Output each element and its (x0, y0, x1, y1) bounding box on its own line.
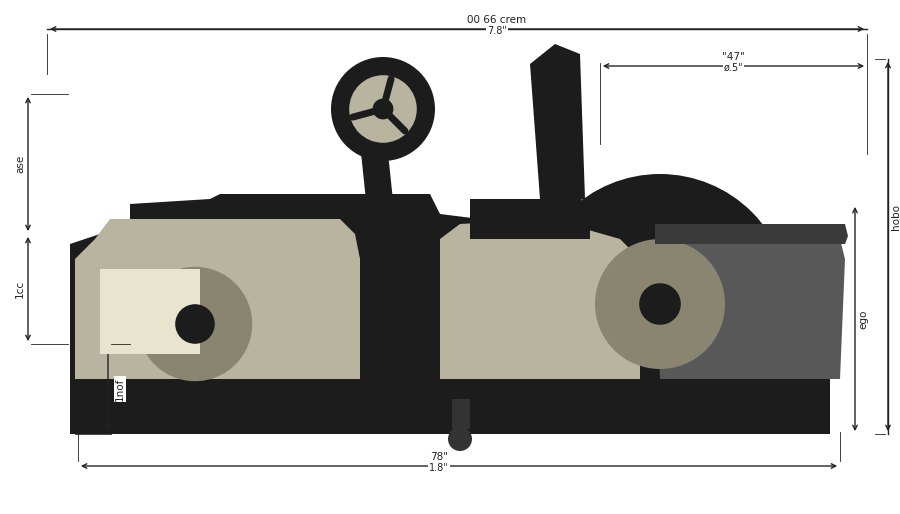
Circle shape (349, 75, 417, 143)
Text: 7.8": 7.8" (487, 26, 507, 36)
Circle shape (639, 283, 680, 325)
Polygon shape (75, 239, 360, 379)
Circle shape (530, 174, 790, 434)
Circle shape (373, 99, 393, 119)
Text: "47": "47" (722, 52, 745, 62)
Text: ase: ase (15, 155, 25, 173)
Circle shape (138, 267, 252, 381)
Circle shape (176, 304, 215, 344)
Circle shape (595, 239, 725, 369)
Polygon shape (440, 219, 640, 379)
Polygon shape (358, 124, 397, 239)
Text: 1cc: 1cc (15, 280, 25, 298)
Text: 00 66 crem: 00 66 crem (467, 15, 526, 25)
Polygon shape (655, 239, 845, 379)
Polygon shape (70, 194, 830, 434)
Text: 1nof: 1nof (115, 377, 125, 401)
Bar (260, 379, 590, 429)
Circle shape (331, 57, 435, 161)
Text: ø.5": ø.5" (724, 63, 743, 73)
Bar (452, 399, 470, 429)
Bar (100, 269, 200, 354)
Text: 78": 78" (430, 452, 448, 462)
Text: ego: ego (858, 309, 868, 328)
Polygon shape (530, 44, 585, 204)
Circle shape (85, 214, 305, 434)
Circle shape (448, 427, 472, 451)
Text: hobo: hobo (891, 204, 900, 229)
Polygon shape (655, 224, 848, 244)
Polygon shape (95, 219, 360, 259)
Text: 1.8": 1.8" (429, 463, 449, 473)
Polygon shape (470, 199, 590, 239)
